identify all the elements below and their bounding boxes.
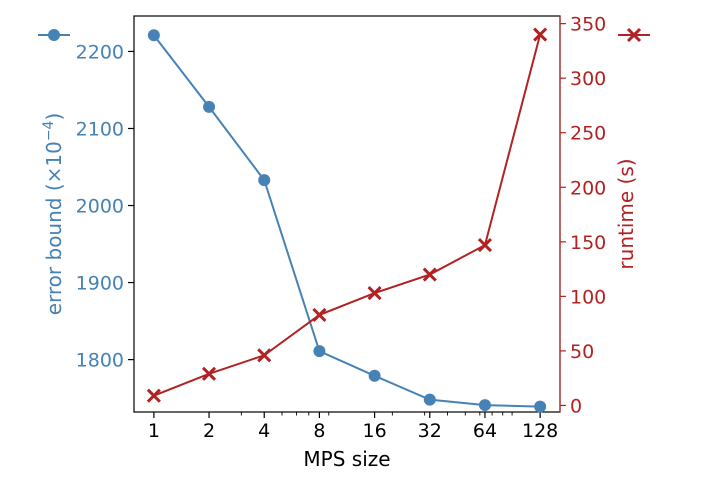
left-tick-label: 2200 bbox=[76, 41, 124, 63]
right-axis-label: runtime (s) bbox=[614, 158, 638, 269]
left-tick-label: 2000 bbox=[76, 196, 124, 218]
legend-runtime-marker bbox=[626, 27, 642, 43]
right-tick-label: 100 bbox=[570, 286, 606, 308]
left-tick-label: 1900 bbox=[76, 273, 124, 295]
data-point bbox=[478, 399, 491, 412]
left-axis-label: error bound (×10−4) bbox=[41, 113, 66, 316]
right-tick-label: 50 bbox=[570, 341, 594, 363]
data-point bbox=[203, 100, 216, 113]
left-axis-label-exponent: −4 bbox=[41, 120, 57, 141]
data-point bbox=[477, 238, 493, 253]
data-point bbox=[258, 174, 271, 187]
legend-runtime bbox=[618, 27, 650, 43]
data-point bbox=[257, 348, 272, 363]
series-line bbox=[153, 34, 541, 408]
plot-frame bbox=[133, 15, 561, 413]
x-tick-label: 16 bbox=[362, 420, 386, 442]
right-tick-label: 0 bbox=[570, 395, 582, 417]
right-tick-label: 150 bbox=[570, 232, 606, 254]
x-tick-label: 32 bbox=[418, 420, 442, 442]
left-axis-label-text: error bound (×10 bbox=[42, 141, 66, 315]
data-point bbox=[422, 267, 437, 282]
x-tick-label: 4 bbox=[258, 420, 270, 442]
left-axis-label-close: ) bbox=[42, 113, 66, 121]
data-point bbox=[201, 366, 217, 381]
data-point bbox=[534, 400, 547, 413]
right-tick-label: 200 bbox=[570, 177, 606, 199]
x-axis: 1 2 4 8 16 32 64 128 bbox=[148, 412, 558, 442]
right-axis: 0 50 100 150 200 250 300 350 bbox=[559, 14, 606, 417]
data-point bbox=[313, 345, 326, 358]
x-tick-label: 128 bbox=[522, 420, 558, 442]
data-point bbox=[368, 369, 381, 382]
right-tick-label: 300 bbox=[570, 68, 606, 90]
right-tick-label: 350 bbox=[570, 14, 606, 36]
left-tick-label: 1800 bbox=[76, 350, 124, 372]
series-runtime bbox=[146, 27, 548, 403]
x-tick-label: 2 bbox=[203, 420, 215, 442]
plot-area bbox=[133, 15, 561, 413]
right-tick-label: 250 bbox=[570, 123, 606, 145]
data-point bbox=[312, 307, 327, 322]
legend-error-bound bbox=[38, 29, 70, 41]
x-axis-label: MPS size bbox=[303, 447, 390, 471]
series-line bbox=[153, 34, 542, 397]
x-tick-label: 8 bbox=[313, 420, 325, 442]
series-error-bound bbox=[147, 29, 547, 413]
data-point bbox=[423, 393, 436, 406]
left-axis: 1800 1900 2000 2100 2200 bbox=[76, 41, 134, 372]
data-point bbox=[533, 27, 548, 42]
data-point bbox=[147, 29, 160, 42]
x-tick-label: 64 bbox=[473, 420, 497, 442]
left-tick-label: 2100 bbox=[76, 118, 124, 140]
legend-error-bound-marker bbox=[48, 29, 60, 41]
x-tick-label: 1 bbox=[148, 420, 160, 442]
data-point bbox=[146, 388, 161, 403]
data-point bbox=[367, 286, 382, 301]
